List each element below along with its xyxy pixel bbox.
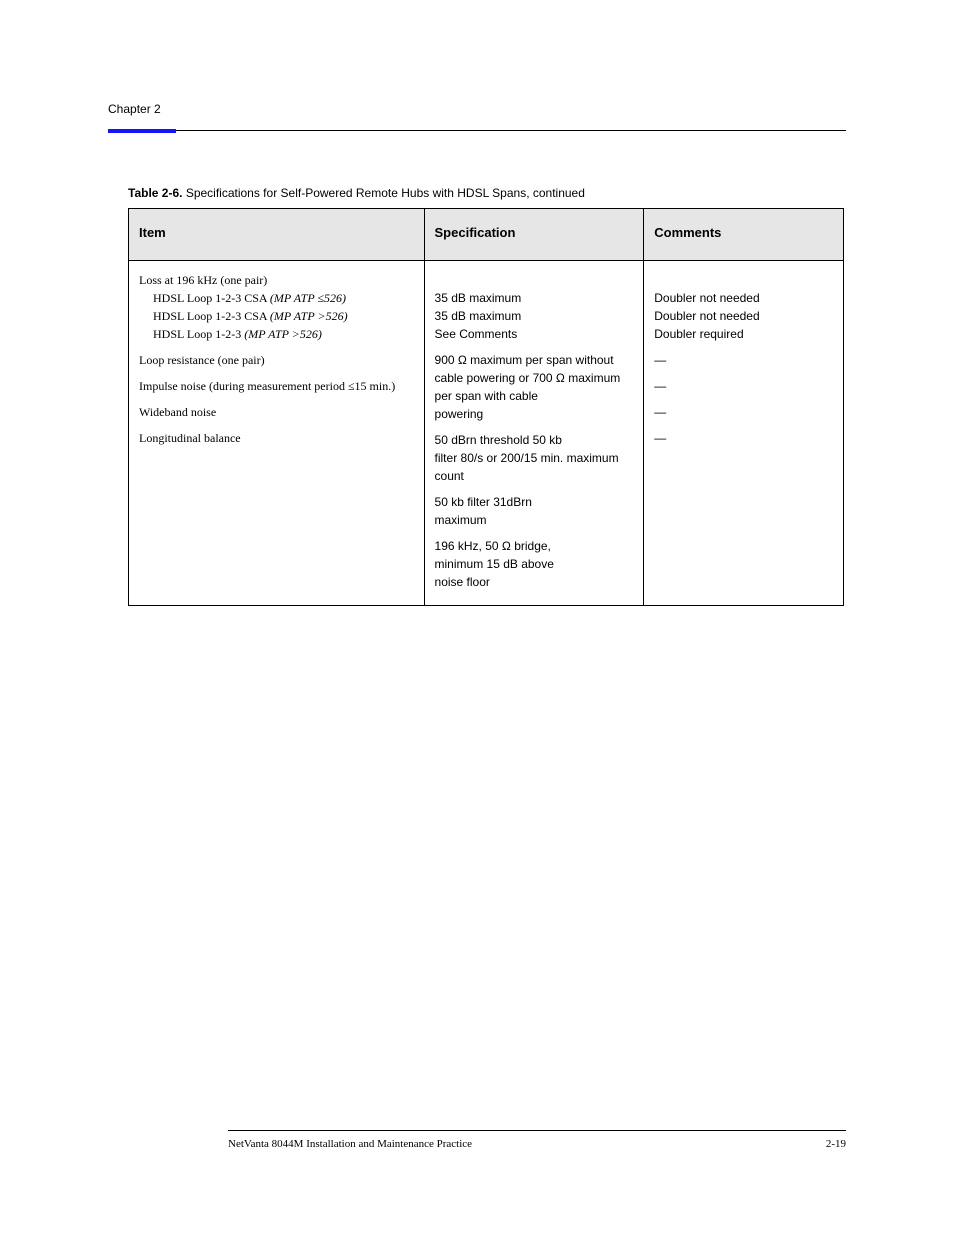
page-number: 2-19 xyxy=(826,1138,846,1150)
header-rule xyxy=(176,130,846,131)
caption-lead: Table 2-6. xyxy=(128,186,182,200)
chapter-label: Chapter 2 xyxy=(108,102,846,116)
th-item: Item xyxy=(129,209,425,261)
caption-text: Specifications for Self-Powered Remote H… xyxy=(186,186,585,200)
th-spec: Specification xyxy=(424,209,644,261)
cell-item: Loss at 196 kHz (one pair)HDSL Loop 1-2-… xyxy=(129,261,425,606)
page: Chapter 2 Table 2-6. Specifications for … xyxy=(0,0,954,1235)
cell-spec: 35 dB maximum35 dB maximumSee Comments90… xyxy=(424,261,644,606)
spec-table: Item Specification Comments Loss at 196 … xyxy=(128,208,844,606)
table-body: Loss at 196 kHz (one pair)HDSL Loop 1-2-… xyxy=(129,261,844,606)
footer-rule xyxy=(228,1130,846,1131)
cell-comment: Doubler not neededDoubler not neededDoub… xyxy=(644,261,844,606)
footer-text: NetVanta 8044M Installation and Maintena… xyxy=(228,1138,472,1150)
table-header-row: Item Specification Comments xyxy=(129,209,844,261)
spec-table-section: Table 2-6. Specifications for Self-Power… xyxy=(108,186,846,606)
table-caption: Table 2-6. Specifications for Self-Power… xyxy=(128,186,846,200)
table-row: Loss at 196 kHz (one pair)HDSL Loop 1-2-… xyxy=(129,261,844,606)
th-comment: Comments xyxy=(644,209,844,261)
header-rule-accent xyxy=(108,129,176,133)
